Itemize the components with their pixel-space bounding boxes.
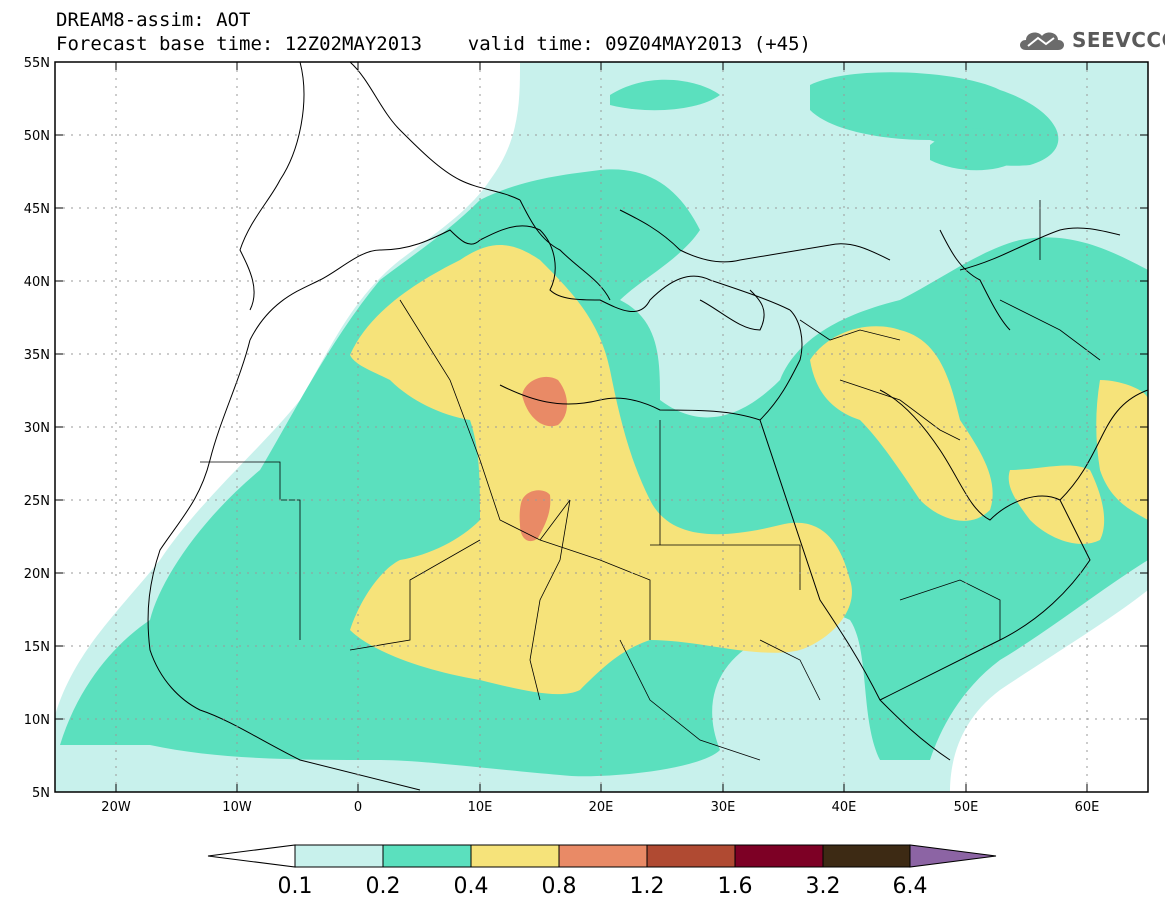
colorbar-swatch — [294, 844, 384, 868]
colorbar-swatch — [646, 844, 736, 868]
colorbar-low-arrow — [207, 844, 296, 868]
forecast-time-line: Forecast base time: 12Z02MAY2013 valid t… — [56, 33, 811, 55]
lat-label: 30N — [24, 421, 50, 436]
coastlines — [147, 62, 1148, 791]
lon-label: 60E — [1075, 800, 1100, 815]
lat-label: 15N — [24, 640, 50, 655]
lon-label: 10W — [222, 800, 252, 815]
colorbar-high-arrow — [909, 844, 997, 868]
colorbar-label: 1.6 — [718, 874, 753, 899]
colorbar-label: 0.2 — [366, 874, 401, 899]
colorbar-label: 1.2 — [630, 874, 665, 899]
colorbar-swatch — [822, 844, 911, 868]
lat-label: 25N — [24, 494, 50, 509]
lon-label: 30E — [711, 800, 736, 815]
lon-label: 10E — [468, 800, 493, 815]
map-title: DREAM8-assim: AOT — [56, 9, 251, 31]
aot-colorbar — [207, 844, 997, 868]
logo-text: SEEVCCC — [1072, 28, 1165, 52]
colorbar-swatch — [382, 844, 472, 868]
lat-label: 40N — [24, 275, 50, 290]
colorbar-label: 0.4 — [454, 874, 489, 899]
cloud-icon — [1020, 32, 1064, 50]
lat-label: 55N — [24, 56, 50, 71]
lon-label: 20E — [589, 800, 614, 815]
lon-label: 50E — [954, 800, 979, 815]
colorbar-swatch — [470, 844, 560, 868]
map-canvas — [55, 62, 1148, 792]
lat-label: 35N — [24, 348, 50, 363]
lon-label: 0 — [354, 800, 362, 815]
lon-label: 20W — [101, 800, 131, 815]
colorbar-swatch — [558, 844, 648, 868]
axis-ticks — [55, 61, 1148, 793]
lat-label: 10N — [24, 713, 50, 728]
aot-level-0.4 — [350, 245, 1148, 695]
lat-label: 50N — [24, 129, 50, 144]
lon-label: 40E — [832, 800, 857, 815]
seevccc-logo: SEEVCCC — [1016, 26, 1165, 54]
graticule — [55, 62, 1148, 792]
longitude-labels: 20W 10W 0 10E 20E 30E 40E 50E 60E — [101, 800, 1099, 815]
lat-label: 20N — [24, 567, 50, 582]
lat-label: 5N — [32, 786, 50, 801]
latitude-labels: 55N 50N 45N 40N 35N 30N 25N 20N 15N 10N … — [24, 56, 50, 801]
colorbar-label: 0.8 — [542, 874, 577, 899]
colorbar-swatch — [734, 844, 824, 868]
colorbar-labels: 0.1 0.2 0.4 0.8 1.2 1.6 3.2 6.4 — [278, 874, 928, 899]
colorbar-label: 3.2 — [806, 874, 841, 899]
colorbar-label: 0.1 — [278, 874, 313, 899]
colorbar-label: 6.4 — [893, 874, 928, 899]
lat-label: 45N — [24, 202, 50, 217]
